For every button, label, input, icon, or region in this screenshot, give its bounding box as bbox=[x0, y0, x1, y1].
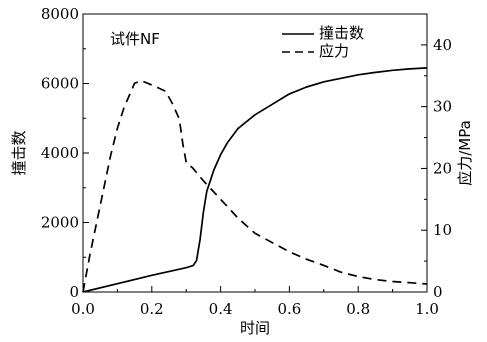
x-axis-ticks: 0.0 0.2 0.4 0.6 0.8 1.0 bbox=[71, 286, 439, 318]
series-line-hits bbox=[82, 67, 428, 293]
x-tick-label: 0.0 bbox=[71, 300, 95, 318]
left-tick-label: 6000 bbox=[41, 75, 79, 93]
x-tick-label: 1.0 bbox=[415, 300, 439, 318]
right-axis-label: 应力/MPa bbox=[456, 120, 474, 186]
left-tick-label: 8000 bbox=[41, 5, 79, 23]
right-tick-label-2: 20 bbox=[433, 159, 452, 177]
right-axis-ticks: 0 10 20 30 40 bbox=[421, 13, 452, 301]
right-tick-label-4: 40 bbox=[433, 36, 452, 54]
left-tick-label: 2000 bbox=[41, 214, 79, 232]
x-tick-label: 0.2 bbox=[140, 300, 164, 318]
right-tick-label-1: 10 bbox=[433, 221, 452, 239]
left-tick-label: 4000 bbox=[41, 144, 79, 162]
legend-label-stress: 应力 bbox=[319, 42, 349, 60]
right-tick-label-0: 0 bbox=[433, 283, 443, 301]
legend: 撞击数 应力 bbox=[282, 24, 364, 60]
series-line-stress bbox=[82, 79, 428, 293]
legend-label-hits: 撞击数 bbox=[319, 24, 364, 42]
x-tick-label: 0.8 bbox=[346, 300, 370, 318]
left-tick-label: 0 bbox=[69, 283, 79, 301]
specimen-annotation: 试件NF bbox=[110, 30, 160, 48]
right-tick-label-3: 30 bbox=[433, 98, 452, 116]
x-tick-label: 0.6 bbox=[277, 300, 301, 318]
left-axis-ticks: 0 2000 4000 6000 8000 bbox=[41, 5, 89, 301]
plot-border bbox=[82, 13, 428, 293]
x-axis-label: 时间 bbox=[240, 319, 270, 337]
series-layer bbox=[82, 67, 428, 293]
left-axis-label: 撞击数 bbox=[10, 130, 28, 175]
x-tick-label: 0.4 bbox=[209, 300, 233, 318]
plot-frame bbox=[82, 13, 428, 293]
